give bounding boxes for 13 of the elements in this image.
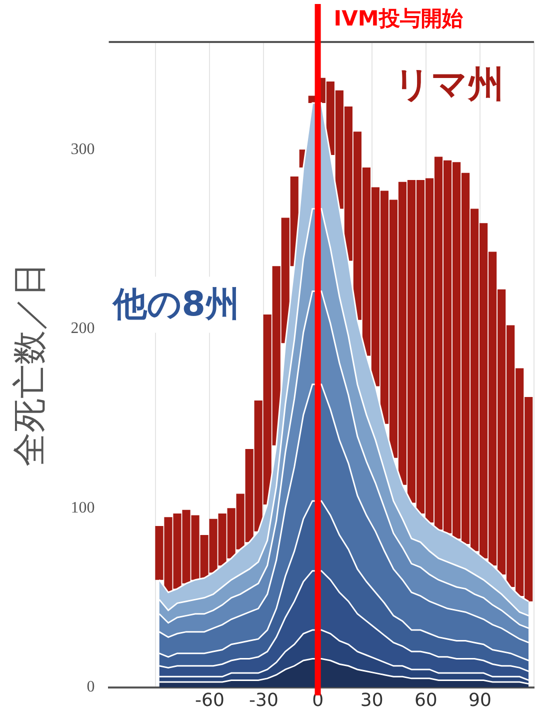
x-tick-label: -30: [249, 690, 278, 711]
y-tick-label: 100: [70, 499, 95, 516]
x-tick-label: 90: [468, 690, 492, 711]
series-label: リマ州: [394, 64, 504, 106]
x-tick-label: 30: [360, 690, 384, 711]
x-tick-label: -60: [194, 690, 224, 711]
y-tick-label: 200: [70, 320, 95, 338]
x-tick-label: 60: [414, 690, 438, 711]
y-tick-label: 0: [86, 678, 95, 696]
annotation: 他の8州: [112, 284, 240, 325]
y-tick-label: 300: [70, 140, 95, 158]
ref-line-label: IVM投与開始: [334, 6, 464, 30]
y-axis-title: 全死亡数／日: [10, 262, 50, 467]
